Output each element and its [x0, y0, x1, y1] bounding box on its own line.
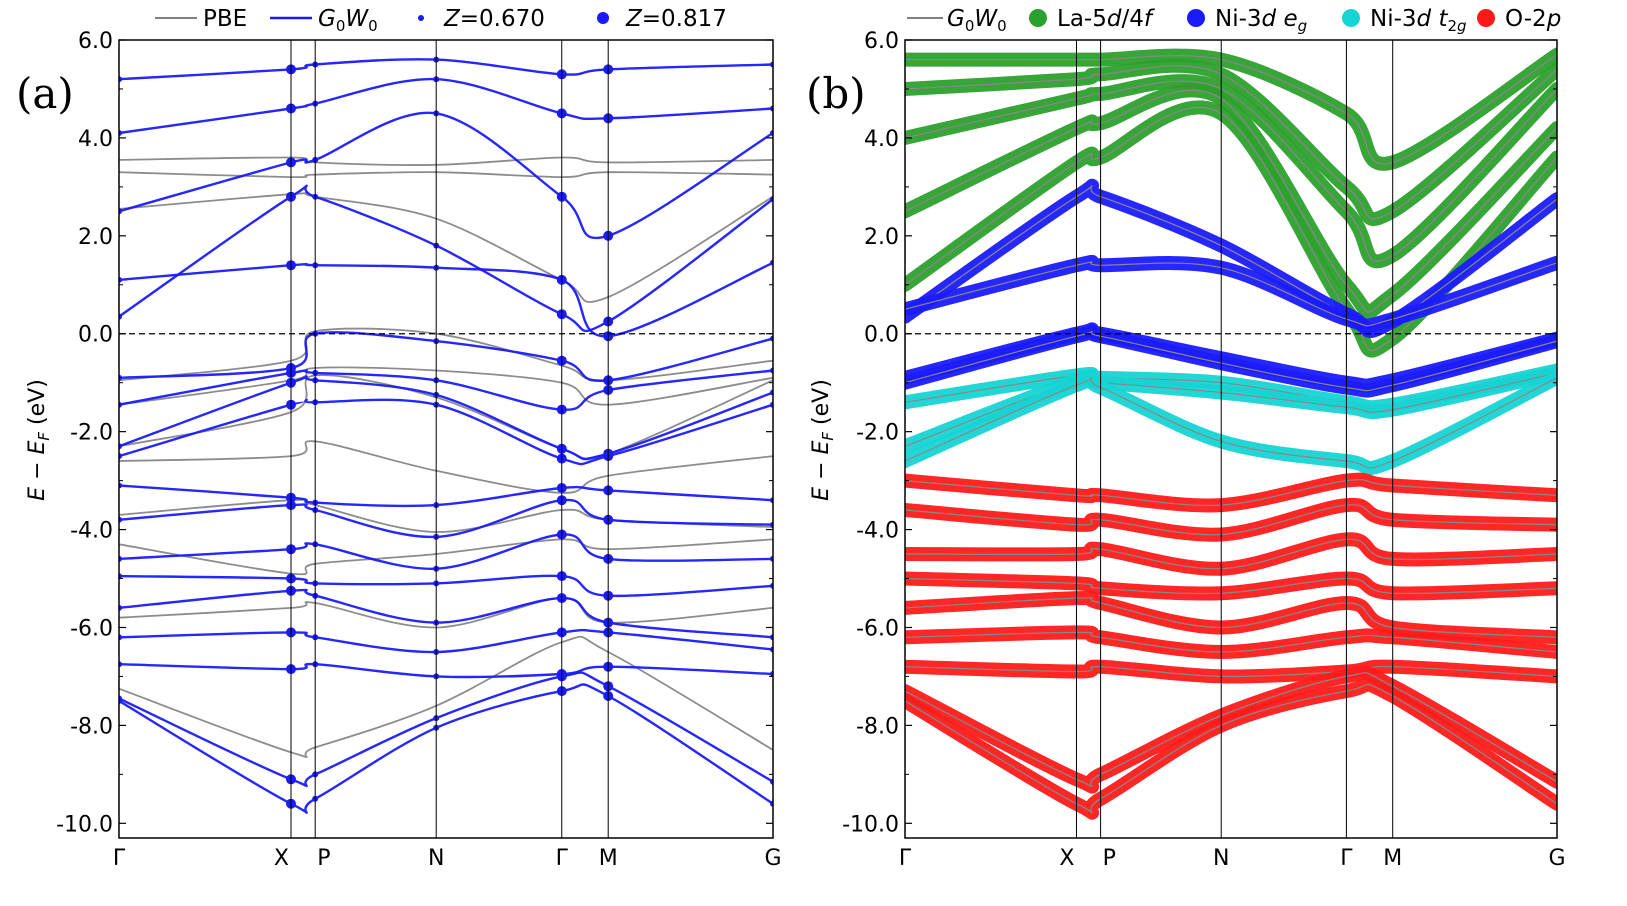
k-point-label: N [1213, 846, 1229, 871]
k-point-label: P [317, 846, 330, 871]
y-tick-label: 0.0 [78, 323, 113, 348]
panel-a-letter: (a) [16, 69, 74, 118]
k-point-label: Γ [556, 846, 569, 871]
plot-frame [118, 39, 774, 839]
k-point-label: X [274, 846, 289, 871]
y-tick-label: -2.0 [70, 421, 113, 446]
legend-la-dot [1029, 9, 1047, 27]
panel-a: -10.0 -8.0 -6.0 -4.0 -2.0 0.0 2.0 4.0 6.0 Γ X P N Γ M G… [16, 6, 782, 871]
y-tick-label: -8.0 [70, 714, 113, 739]
k-point-label: Γ [113, 846, 126, 871]
y-tick-label: 4.0 [78, 127, 113, 152]
legend-g0w0-label: G0W0 [318, 6, 378, 35]
g0w0-core-line [905, 65, 1557, 220]
y-tick-label: 6.0 [78, 29, 113, 54]
k-point-label: X [1059, 846, 1074, 871]
legend-z817-dot [597, 12, 609, 24]
g0w0-core-line [905, 106, 1557, 352]
panel-a-legend: PBE G0W0 Z=0.670 Z=0.817 [155, 6, 727, 35]
panel-a-axes: -10.0 -8.0 -6.0 -4.0 -2.0 0.0 2.0 4.0 6.0 Γ X P N Γ M G [56, 29, 781, 871]
legend-z817-label: Z=0.817 [625, 6, 727, 32]
y-tick-label: 0.0 [864, 323, 899, 348]
k-point-label: G [764, 846, 781, 871]
legend-z670-dot [418, 15, 424, 21]
k-point-label: P [1103, 846, 1116, 871]
legend-eg-label: Ni-3d eg [1215, 6, 1307, 35]
panel-b: -10.0 -8.0 -6.0 -4.0 -2.0 0.0 2.0 4.0 6.0 Γ X P N Γ M G… [806, 6, 1566, 871]
y-tick-label: -10.0 [842, 812, 899, 837]
y-tick-label: 6.0 [864, 29, 899, 54]
legend-pbe-label: PBE [203, 6, 247, 32]
legend-eg-dot [1187, 9, 1205, 27]
y-tick-label: -4.0 [856, 519, 899, 544]
legend-o2p-label: O-2p [1505, 6, 1561, 32]
legend-t2g-dot [1342, 9, 1360, 27]
legend-z670-label: Z=0.670 [443, 6, 545, 32]
y-tick-label: -2.0 [856, 421, 899, 446]
y-tick-label: -6.0 [70, 616, 113, 641]
legend-o2p-dot [1477, 9, 1495, 27]
panel-a-background [119, 40, 773, 838]
panel-b-axes: -10.0 -8.0 -6.0 -4.0 -2.0 0.0 2.0 4.0 6.0 Γ X P N Γ M G [842, 29, 1565, 871]
y-tick-label: -10.0 [56, 812, 113, 837]
legend-b-g0w0-label: G0W0 [947, 6, 1007, 35]
k-point-label: Γ [899, 846, 912, 871]
y-tick-label: -6.0 [856, 616, 899, 641]
y-tick-label: 4.0 [864, 127, 899, 152]
k-point-label: M [1383, 846, 1402, 871]
k-point-label: N [428, 846, 444, 871]
y-tick-label: -8.0 [856, 714, 899, 739]
y-tick-label: 2.0 [78, 225, 113, 250]
y-tick-label: 2.0 [864, 225, 899, 250]
panel-b-letter: (b) [806, 69, 866, 118]
k-point-label: M [599, 846, 618, 871]
k-point-label: G [1548, 846, 1565, 871]
plot-frame [904, 39, 1558, 839]
legend-la-label: La-5d/4f [1057, 6, 1155, 32]
y-tick-label: -4.0 [70, 519, 113, 544]
k-point-label: Γ [1340, 846, 1353, 871]
